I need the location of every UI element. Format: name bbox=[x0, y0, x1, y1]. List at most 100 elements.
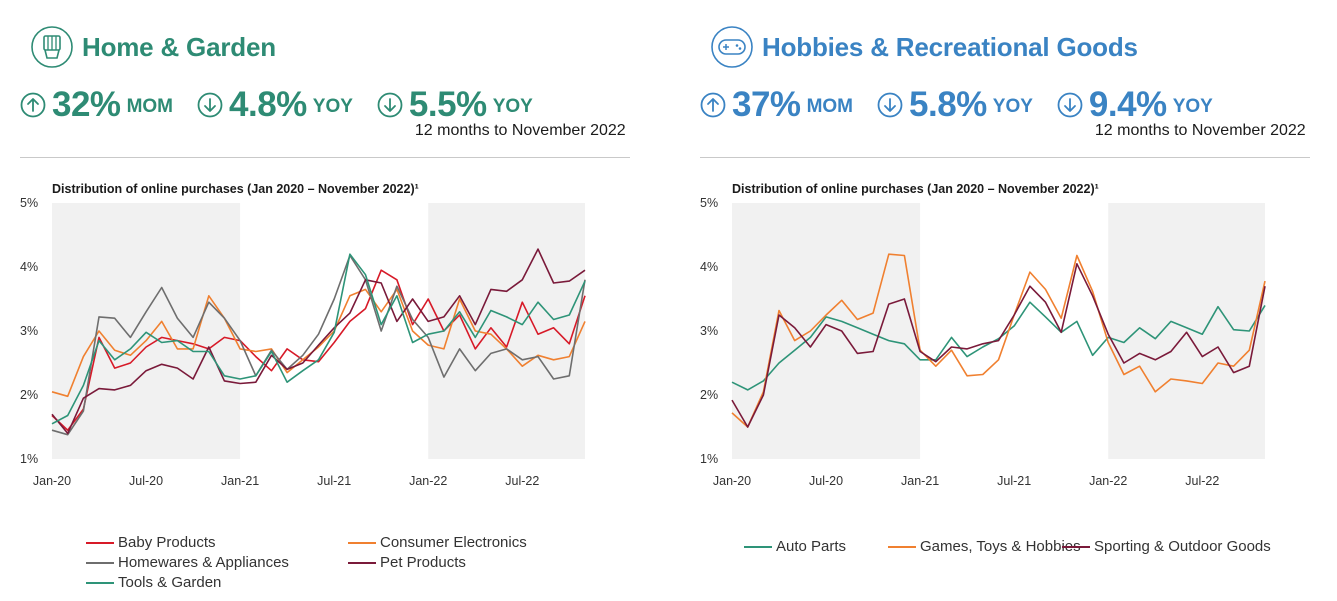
home-garden-stats: 32% MOM 4.8% YOY 5.5% YOY 12 months to N… bbox=[20, 85, 626, 139]
stat-unit: YOY bbox=[312, 96, 353, 117]
legend-swatch bbox=[86, 541, 114, 544]
stat-unit: MOM bbox=[806, 96, 853, 117]
x-tick-label: Jan-21 bbox=[901, 474, 939, 485]
arrow-down-circle-icon bbox=[877, 92, 903, 118]
x-tick-label: Jul-21 bbox=[997, 474, 1031, 485]
x-tick-label: Jan-21 bbox=[221, 474, 259, 485]
stat-value: 32% bbox=[52, 85, 121, 124]
y-tick-label: 1% bbox=[700, 452, 718, 466]
arrow-up-circle-icon bbox=[20, 92, 46, 118]
x-tick-label: Jul-21 bbox=[317, 474, 351, 485]
legend-label: Tools & Garden bbox=[118, 574, 222, 591]
legend-item-homewares-appliances: Homewares & Appliances bbox=[86, 554, 289, 571]
series-line-games-toys-hobbies bbox=[731, 253, 1266, 428]
shaded-period-1 bbox=[1108, 203, 1265, 459]
arrow-down-circle-icon bbox=[1057, 92, 1083, 118]
legend-label: Baby Products bbox=[118, 534, 216, 551]
stat-unit: YOY bbox=[992, 96, 1033, 117]
x-tick-label: Jan-20 bbox=[33, 474, 71, 485]
home-garden-title: Home & Garden bbox=[82, 31, 276, 62]
hobbies-legend: Auto Parts Games, Toys & Hobbies Sporting … bbox=[744, 538, 1304, 562]
y-tick-label: 1% bbox=[20, 452, 38, 466]
hobbies-chart: Distribution of online purchases (Jan 20… bbox=[700, 182, 1266, 485]
legend-swatch bbox=[348, 561, 376, 564]
stat-value: 4.8% bbox=[229, 85, 307, 124]
home-garden-panel: Home & Garden 32% MOM 4.8% YOY 5.5% bbox=[20, 0, 660, 601]
x-tick-label: Jan-22 bbox=[409, 474, 447, 485]
legend-label: Homewares & Appliances bbox=[118, 554, 289, 571]
stat-value: 37% bbox=[732, 85, 801, 124]
legend-item-sporting-outdoor-goods: Sporting & Outdoor Goods bbox=[1062, 538, 1271, 555]
legend-label: Consumer Electronics bbox=[380, 534, 527, 551]
legend-swatch bbox=[888, 545, 916, 548]
y-tick-label: 2% bbox=[700, 388, 718, 402]
chart-title: Distribution of online purchases (Jan 20… bbox=[732, 182, 1099, 196]
shaded-period-1 bbox=[428, 203, 585, 459]
home-garden-legend: Baby Products Consumer Electronics Homewar… bbox=[86, 534, 606, 596]
hobbies-panel: Hobbies & Recreational Goods 37% MOM 5.8… bbox=[700, 0, 1337, 601]
legend-item-baby-products: Baby Products bbox=[86, 534, 216, 551]
stat-unit: YOY bbox=[492, 96, 533, 117]
hobbies-header: Hobbies & Recreational Goods bbox=[710, 25, 1138, 69]
stat-period-note: 12 months to November 2022 bbox=[1094, 122, 1306, 139]
series-line-homewares-appliances bbox=[51, 254, 586, 436]
stat-value: 9.4% bbox=[1088, 85, 1167, 124]
shaded-period-0 bbox=[52, 203, 241, 459]
stat-yoy: 5.8% YOY bbox=[877, 86, 1033, 124]
x-tick-label: Jul-22 bbox=[1185, 474, 1219, 485]
hobbies-title: Hobbies & Recreational Goods bbox=[762, 31, 1138, 62]
legend-item-consumer-electronics: Consumer Electronics bbox=[348, 534, 527, 551]
divider bbox=[700, 157, 1310, 158]
home-garden-header: Home & Garden bbox=[30, 25, 276, 69]
x-tick-label: Jul-22 bbox=[505, 474, 539, 485]
stat-value: 5.5% bbox=[408, 85, 487, 124]
stat-period-note: 12 months to November 2022 bbox=[414, 122, 626, 139]
arrow-up-circle-icon bbox=[700, 92, 726, 118]
legend-swatch bbox=[1062, 545, 1090, 548]
legend-label: Games, Toys & Hobbies bbox=[920, 538, 1081, 555]
series-line-auto-parts bbox=[731, 301, 1266, 391]
series-line-consumer-electronics bbox=[51, 288, 586, 398]
stat-value: 5.8% bbox=[909, 85, 987, 124]
stat-unit: YOY bbox=[1172, 96, 1213, 117]
x-tick-label: Jul-20 bbox=[809, 474, 843, 485]
series-line-baby-products bbox=[51, 269, 586, 431]
arrow-down-circle-icon bbox=[377, 92, 403, 118]
stat-12m: 5.5% YOY 12 months to November 2022 bbox=[377, 85, 626, 139]
y-tick-label: 4% bbox=[700, 260, 718, 274]
legend-item-pet-products: Pet Products bbox=[348, 554, 466, 571]
y-tick-label: 3% bbox=[700, 324, 718, 338]
y-tick-label: 5% bbox=[20, 196, 38, 210]
shaded-period-0 bbox=[732, 203, 921, 459]
stat-unit: MOM bbox=[126, 96, 173, 117]
x-tick-label: Jan-22 bbox=[1089, 474, 1127, 485]
y-tick-label: 5% bbox=[700, 196, 718, 210]
legend-label: Auto Parts bbox=[776, 538, 847, 555]
x-tick-label: Jan-20 bbox=[713, 474, 751, 485]
divider bbox=[20, 157, 630, 158]
legend-item-games-toys-hobbies: Games, Toys & Hobbies bbox=[888, 538, 1081, 555]
hobbies-stats: 37% MOM 5.8% YOY 9.4% YOY 12 months to N… bbox=[700, 85, 1306, 139]
legend-swatch bbox=[86, 581, 114, 584]
gamepad-icon bbox=[711, 26, 753, 68]
stat-12m: 9.4% YOY 12 months to November 2022 bbox=[1057, 85, 1306, 139]
legend-swatch bbox=[348, 541, 376, 544]
appliance-icon bbox=[31, 26, 73, 68]
y-tick-label: 3% bbox=[20, 324, 38, 338]
y-tick-label: 2% bbox=[20, 388, 38, 402]
series-line-tools-garden bbox=[51, 253, 586, 425]
legend-swatch bbox=[86, 561, 114, 564]
arrow-down-circle-icon bbox=[197, 92, 223, 118]
stat-mom: 37% MOM bbox=[700, 86, 853, 124]
y-tick-label: 4% bbox=[20, 260, 38, 274]
chart-title: Distribution of online purchases (Jan 20… bbox=[52, 182, 419, 196]
legend-swatch bbox=[744, 545, 772, 548]
series-line-pet-products bbox=[51, 248, 586, 435]
home-garden-chart: Distribution of online purchases (Jan 20… bbox=[20, 182, 586, 485]
series-line-sporting-outdoor-goods bbox=[731, 263, 1266, 428]
legend-item-tools-garden: Tools & Garden bbox=[86, 574, 221, 591]
legend-label: Pet Products bbox=[380, 554, 466, 571]
stat-mom: 32% MOM bbox=[20, 86, 173, 124]
stat-yoy: 4.8% YOY bbox=[197, 86, 353, 124]
legend-label: Sporting & Outdoor Goods bbox=[1094, 538, 1271, 555]
